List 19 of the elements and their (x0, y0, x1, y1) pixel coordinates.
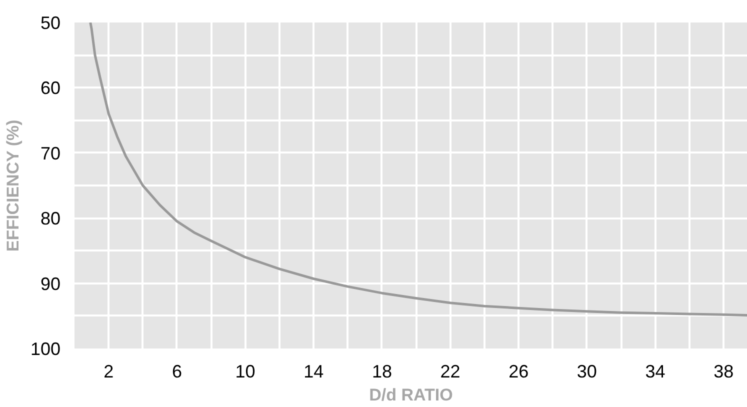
x-tick-label: 34 (645, 362, 666, 382)
y-tick-label: 70 (40, 143, 61, 164)
x-tick-label: 6 (172, 362, 182, 382)
y-tick-label: 50 (40, 13, 61, 33)
y-tick-label: 60 (40, 78, 61, 98)
x-axis-title: D/d RATIO (369, 386, 453, 404)
y-tick-label: 80 (40, 208, 61, 229)
x-tick-label: 38 (714, 362, 734, 382)
x-tick-label: 2 (104, 362, 114, 382)
y-tick-label: 100 (30, 339, 61, 359)
x-tick-label: 18 (372, 362, 392, 382)
y-axis-title: EFFICIENCY (%) (3, 120, 22, 252)
x-tick-label: 22 (440, 362, 460, 382)
y-tick-label: 90 (40, 274, 61, 294)
x-tick-label: 26 (508, 362, 529, 382)
line-series (89, 22, 747, 316)
x-tick-label: 14 (304, 362, 324, 382)
x-tick-label: 10 (235, 362, 256, 382)
x-tick-label: 30 (576, 362, 597, 382)
